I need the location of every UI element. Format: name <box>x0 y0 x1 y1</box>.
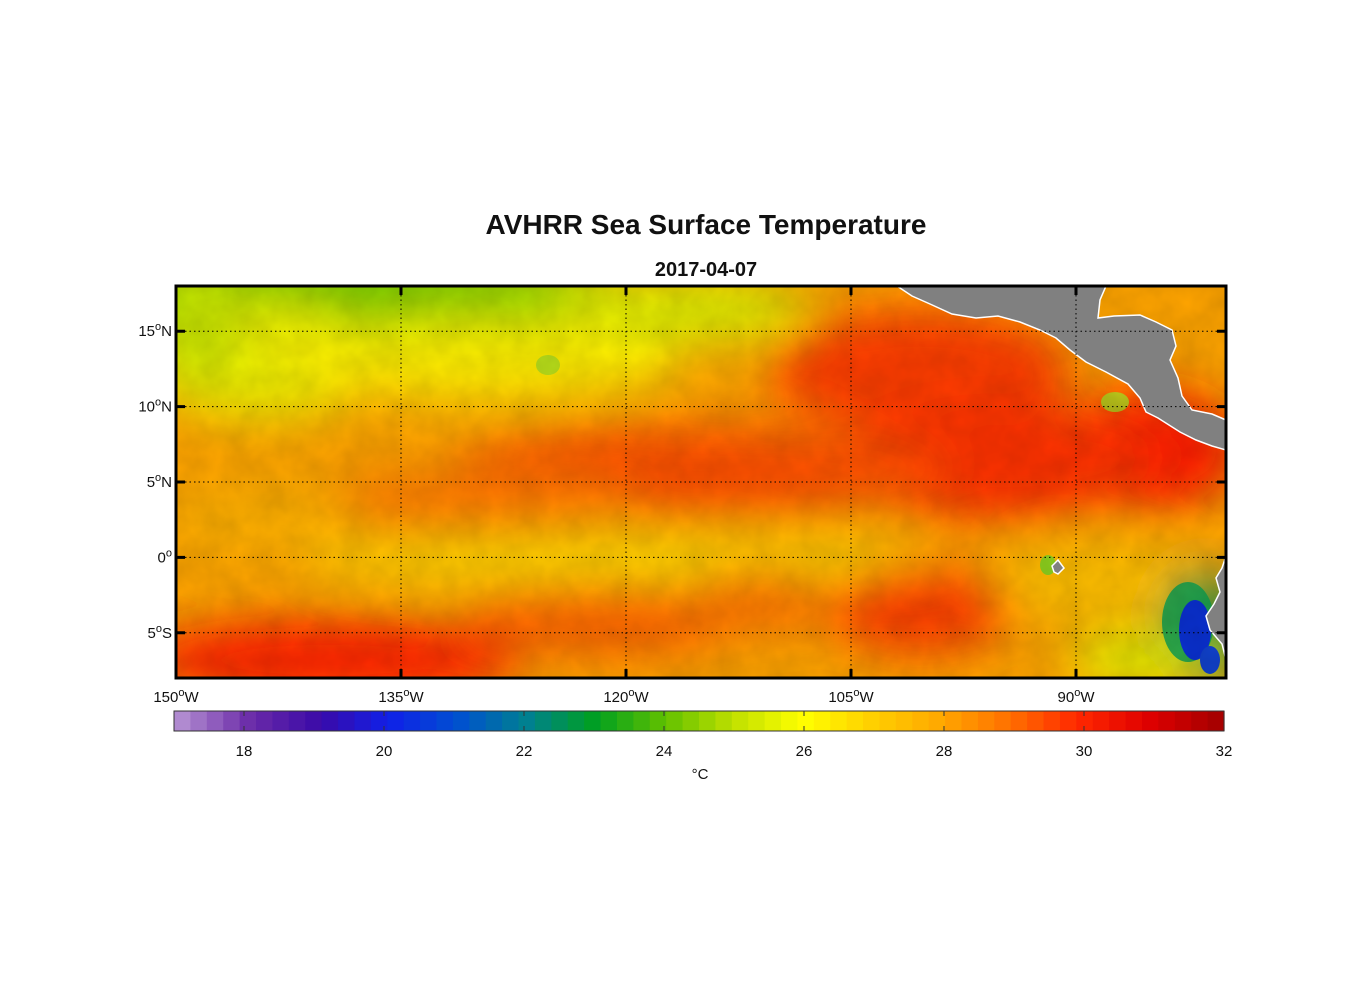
colorbar-cell <box>567 711 585 731</box>
colorbar-cells <box>174 711 1225 731</box>
colorbar-cell <box>1158 711 1176 731</box>
x-tick-label: 105oW <box>828 687 874 706</box>
colorbar-cell <box>534 711 552 731</box>
map-frame <box>174 284 1228 680</box>
y-tick-label: 5oN <box>147 472 172 491</box>
colorbar-cell <box>682 711 700 731</box>
colorbar-cell <box>1191 711 1209 731</box>
colorbar-cell <box>666 711 684 731</box>
colorbar-cell <box>846 711 864 731</box>
colorbar-cell <box>1174 711 1192 731</box>
y-tick-label: 10oN <box>138 397 172 416</box>
x-tick-label: 150oW <box>153 687 199 706</box>
colorbar-cell <box>272 711 290 731</box>
colorbar-cell <box>1059 711 1077 731</box>
colorbar-cell <box>863 711 881 731</box>
colorbar-tick-label: 26 <box>796 743 813 760</box>
colorbar-cell <box>895 711 913 731</box>
colorbar-cell <box>649 711 667 731</box>
colorbar-cell <box>1125 711 1143 731</box>
colorbar-frame <box>173 710 1225 732</box>
colorbar-tick-label: 32 <box>1216 743 1233 760</box>
colorbar-tick-label: 30 <box>1076 743 1093 760</box>
colorbar-cell <box>1109 711 1127 731</box>
colorbar-cell <box>600 711 618 731</box>
chart-title: AVHRR Sea Surface Temperature <box>486 209 927 240</box>
colorbar-cell <box>994 711 1012 731</box>
x-tick-label: 135oW <box>378 687 424 706</box>
colorbar-tick-label: 20 <box>376 743 393 760</box>
colorbar-cell <box>206 711 224 731</box>
colorbar-cell <box>912 711 930 731</box>
colorbar-cell <box>223 711 241 731</box>
colorbar-cell <box>633 711 651 731</box>
y-tick-labels: 15oN 10oN 5oN 0o 5oS <box>138 321 172 642</box>
colorbar-cell <box>1027 711 1045 731</box>
colorbar-cell <box>1043 711 1061 731</box>
colorbar-cell <box>813 711 831 731</box>
colorbar-tick-label: 24 <box>656 743 673 760</box>
colorbar-cell <box>256 711 274 731</box>
x-tick-label: 90oW <box>1058 687 1096 706</box>
chart-subtitle: 2017-04-07 <box>655 259 757 281</box>
sst-map <box>176 286 1226 678</box>
x-tick-label: 120oW <box>603 687 649 706</box>
colorbar-cell <box>190 711 208 731</box>
colorbar-cell <box>699 711 717 731</box>
colorbar-cell <box>945 711 963 731</box>
colorbar-cell <box>731 711 749 731</box>
colorbar-cell <box>830 711 848 731</box>
colorbar-cell <box>1207 711 1225 731</box>
colorbar-cell <box>403 711 421 731</box>
colorbar: 18 20 22 24 26 28 30 32 °C <box>173 710 1233 783</box>
central-america-land <box>895 286 1226 451</box>
y-tick-label: 0o <box>158 547 172 566</box>
colorbar-cell <box>715 711 733 731</box>
colorbar-cell <box>518 711 536 731</box>
colorbar-cell <box>305 711 323 731</box>
colorbar-cell <box>1010 711 1028 731</box>
colorbar-label: °C <box>692 766 709 783</box>
colorbar-cell <box>1141 711 1159 731</box>
colorbar-cell <box>288 711 306 731</box>
colorbar-cell <box>551 711 569 731</box>
colorbar-cell <box>928 711 946 731</box>
colorbar-cell <box>338 711 356 731</box>
colorbar-cell <box>370 711 388 731</box>
colorbar-cell <box>485 711 503 731</box>
galapagos-land <box>1051 558 1065 575</box>
colorbar-cell <box>584 711 602 731</box>
colorbar-cell <box>502 711 520 731</box>
colorbar-cell <box>977 711 995 731</box>
colorbar-cell <box>1092 711 1110 731</box>
colorbar-cell <box>1076 711 1094 731</box>
colorbar-cell <box>321 711 339 731</box>
colorbar-tick-label: 28 <box>936 743 953 760</box>
colorbar-cell <box>436 711 454 731</box>
x-tick-labels: 150oW 135oW 120oW 105oW 90oW <box>153 687 1095 706</box>
colorbar-cell <box>387 711 405 731</box>
colorbar-cell <box>879 711 897 731</box>
colorbar-cell <box>748 711 766 731</box>
colorbar-cell <box>781 711 799 731</box>
colorbar-cell <box>354 711 372 731</box>
y-tick-label: 15oN <box>138 321 172 340</box>
colorbar-cell <box>469 711 487 731</box>
colorbar-cell <box>420 711 438 731</box>
colorbar-cell <box>239 711 257 731</box>
colorbar-cell <box>764 711 782 731</box>
colorbar-ticks: 18 20 22 24 26 28 30 32 <box>236 711 1233 760</box>
colorbar-cell <box>616 711 634 731</box>
colorbar-tick-label: 18 <box>236 743 253 760</box>
colorbar-tick-label: 22 <box>516 743 533 760</box>
colorbar-cell <box>797 711 815 731</box>
colorbar-cell <box>961 711 979 731</box>
colorbar-cell <box>174 711 192 731</box>
colorbar-cell <box>452 711 470 731</box>
y-tick-label: 5oS <box>148 623 172 642</box>
